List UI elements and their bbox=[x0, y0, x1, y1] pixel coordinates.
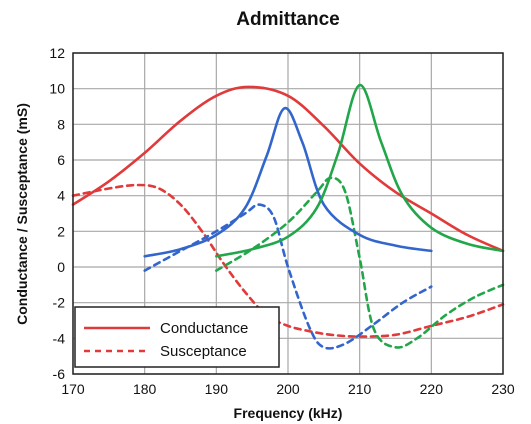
legend: Conductance Susceptance bbox=[74, 306, 280, 368]
x-tick-label: 210 bbox=[348, 381, 372, 397]
x-tick-label: 220 bbox=[420, 381, 444, 397]
y-tick-label: 12 bbox=[49, 45, 65, 61]
series-susceptance-5 bbox=[215, 176, 505, 349]
x-tick-label: 200 bbox=[276, 381, 300, 397]
x-axis-label: Frequency (kHz) bbox=[234, 405, 343, 421]
y-tick-label: -6 bbox=[53, 366, 66, 382]
series-conductance-4 bbox=[215, 83, 505, 258]
legend-label-susceptance: Susceptance bbox=[160, 343, 247, 360]
x-tick-label: 170 bbox=[61, 381, 85, 397]
series-conductance-0 bbox=[71, 85, 505, 253]
series-conductance-2 bbox=[143, 106, 433, 258]
y-tick-label: 10 bbox=[49, 81, 65, 97]
y-tick-label: -2 bbox=[53, 295, 66, 311]
y-tick-label: -4 bbox=[53, 330, 66, 346]
x-tick-label: 190 bbox=[205, 381, 229, 397]
y-tick-label: 4 bbox=[57, 188, 65, 204]
y-tick-label: 8 bbox=[57, 116, 65, 132]
plot-frame bbox=[72, 52, 504, 375]
y-tick-labels: -6 -4 -2 0 2 4 6 8 10 12 bbox=[49, 45, 65, 382]
y-tick-label: 2 bbox=[57, 223, 65, 239]
x-tick-label: 180 bbox=[133, 381, 157, 397]
y-axis-label: Conductance / Susceptance (mS) bbox=[14, 103, 30, 325]
x-tick-label: 230 bbox=[491, 381, 515, 397]
x-tick-labels: 170 180 190 200 210 220 230 bbox=[61, 381, 515, 397]
y-tick-label: 0 bbox=[57, 259, 65, 275]
legend-box bbox=[74, 306, 280, 368]
series-susceptance-3 bbox=[143, 203, 433, 350]
chart-title: Admittance bbox=[236, 9, 339, 30]
legend-label-conductance: Conductance bbox=[160, 320, 248, 337]
y-tick-label: 6 bbox=[57, 152, 65, 168]
